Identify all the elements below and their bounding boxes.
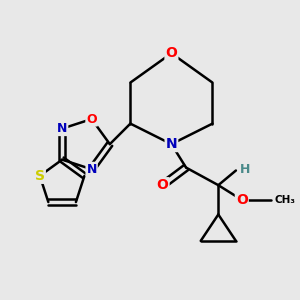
Text: O: O bbox=[157, 178, 169, 192]
Text: N: N bbox=[57, 122, 67, 135]
Text: N: N bbox=[86, 163, 97, 176]
Text: CH₃: CH₃ bbox=[274, 195, 295, 205]
Text: N: N bbox=[166, 137, 177, 151]
Text: O: O bbox=[86, 112, 97, 125]
Text: S: S bbox=[35, 169, 45, 183]
Text: O: O bbox=[236, 193, 248, 207]
Text: O: O bbox=[166, 46, 177, 60]
Text: H: H bbox=[239, 163, 250, 176]
